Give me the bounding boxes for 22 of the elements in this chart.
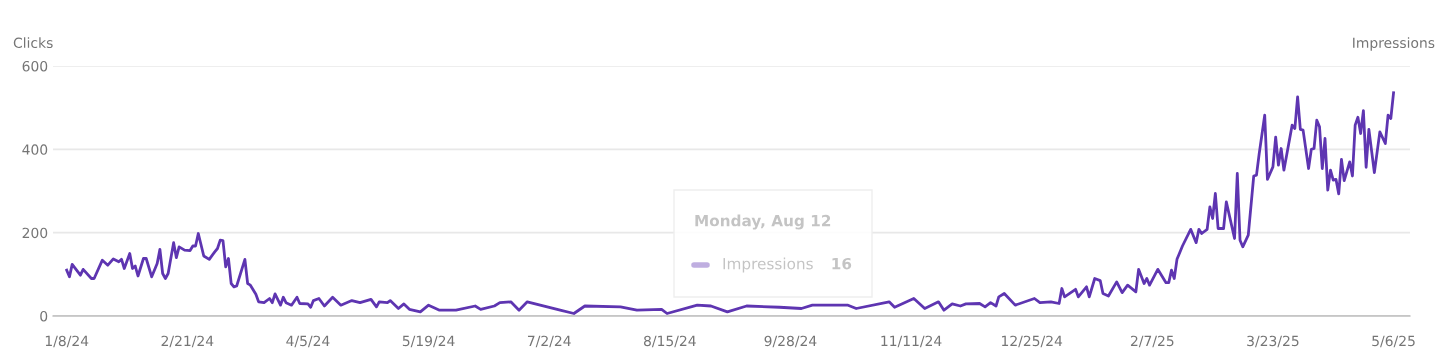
y-tick-label: 400: [22, 144, 48, 155]
y2-axis-title: Impressions: [1353, 37, 1435, 51]
line-series: [65, 91, 1395, 315]
annotation: Monday, Aug 12: [695, 214, 831, 230]
x-tick-label: 3/23/25: [1247, 335, 1299, 348]
x-tick-label: 11/11/24: [881, 335, 942, 348]
x-tick-label: 12/25/24: [1002, 335, 1063, 348]
x-tick-label: 1/8/24: [45, 335, 89, 348]
x-tick-label: 9/28/24: [764, 335, 817, 348]
y-tick-label: 600: [22, 60, 48, 72]
annotation: 16: [832, 257, 852, 270]
x-tick-label: 2/7/25: [1130, 335, 1174, 348]
x-tick-label: 5/6/25: [1372, 335, 1415, 348]
y-tick-label: 0: [40, 310, 48, 322]
x-tick-label: 4/5/24: [286, 335, 330, 348]
legend-label: Impressions: [723, 257, 813, 273]
y-axis-title: Clicks: [13, 37, 53, 49]
x-tick-label: 2/21/24: [161, 335, 214, 348]
x-tick-label: 5/19/24: [402, 335, 455, 348]
x-tick-label: 7/2/24: [527, 335, 571, 348]
x-tick-label: 8/15/24: [643, 335, 696, 348]
y-tick-label: 200: [22, 227, 48, 239]
